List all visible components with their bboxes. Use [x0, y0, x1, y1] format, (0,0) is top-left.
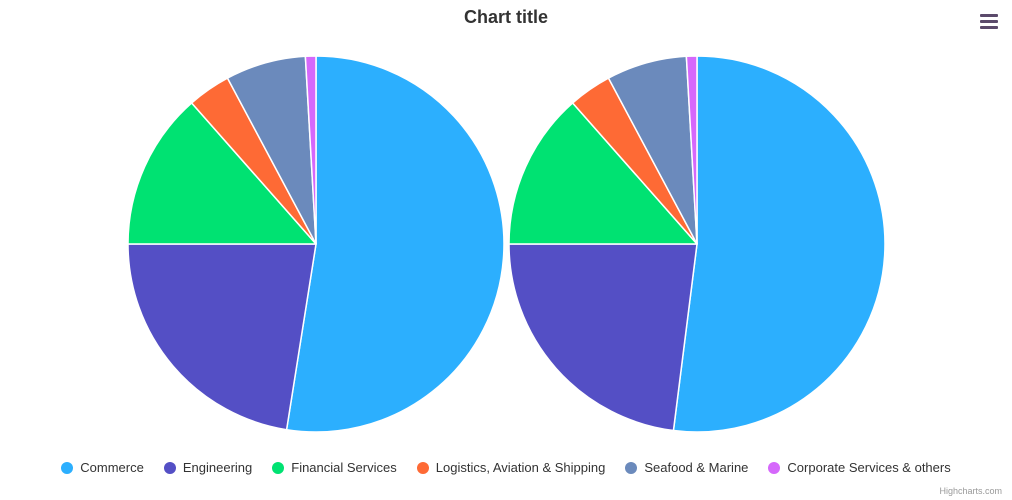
legend-item[interactable]: Engineering [163, 460, 253, 475]
legend-symbol-icon [625, 461, 638, 474]
legend-label: Logistics, Aviation & Shipping [435, 460, 606, 475]
pie-plot-area [127, 55, 886, 433]
legend-label: Commerce [80, 460, 144, 475]
pie-slice-2-2[interactable] [508, 243, 698, 432]
legend-label: Seafood & Marine [644, 460, 749, 475]
legend-symbol-icon [416, 461, 429, 474]
pie-1 [127, 55, 505, 433]
legend-item[interactable]: Seafood & Marine [625, 460, 748, 475]
pie-slice-2-6[interactable] [685, 55, 698, 245]
legend-symbol-icon [61, 461, 74, 474]
legend-item[interactable]: Commerce [61, 460, 144, 475]
hamburger-menu-icon[interactable] [978, 14, 1000, 34]
pie-slice-1-6[interactable] [304, 55, 317, 245]
chart-title: Chart title [463, 7, 548, 27]
pie-slice-1-1[interactable] [285, 55, 505, 433]
pie-slice-2-1[interactable] [672, 55, 886, 433]
legend-symbol-icon [163, 461, 176, 474]
legend-label: Engineering [182, 460, 253, 475]
pie-2 [508, 55, 886, 433]
pie-slice-1-3[interactable] [127, 102, 317, 245]
pie-slice-1-2[interactable] [127, 243, 317, 431]
legend-item[interactable]: Corporate Services & others [768, 460, 951, 475]
legend-item[interactable]: Financial Services [272, 460, 397, 475]
pie-slice-2-3[interactable] [508, 102, 698, 245]
credits-link[interactable]: Highcharts.com [939, 486, 1002, 496]
legend-symbol-icon [768, 461, 781, 474]
legend-symbol-icon [272, 461, 285, 474]
legend: Commerce Engineering Financial Services Log… [0, 460, 1012, 477]
legend-item[interactable]: Logistics, Aviation & Shipping [416, 460, 606, 475]
legend-label: Corporate Services & others [787, 460, 951, 475]
legend-label: Financial Services [291, 460, 397, 475]
